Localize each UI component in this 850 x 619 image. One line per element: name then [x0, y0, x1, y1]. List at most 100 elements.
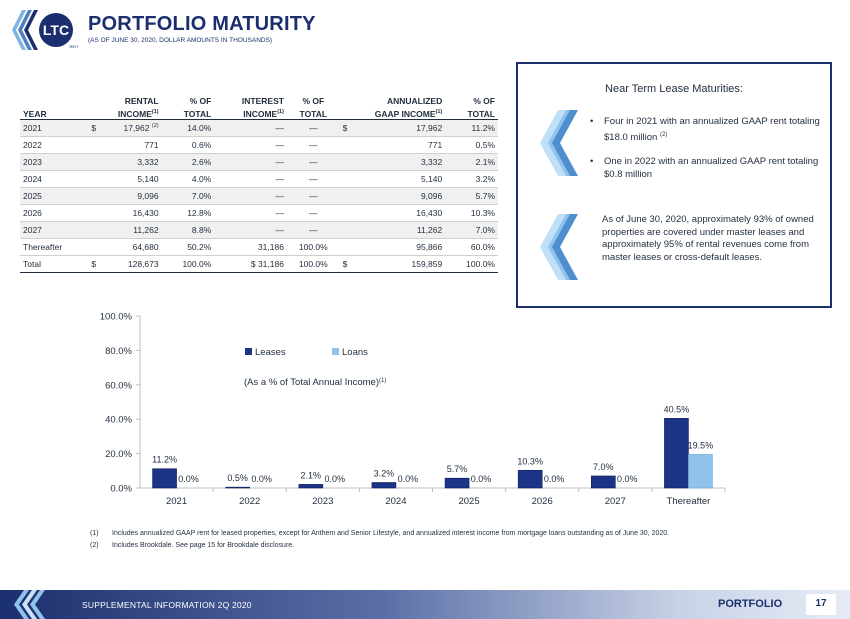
data-label: 0.0%	[544, 474, 565, 484]
col-interest-pct-top: % OF	[302, 96, 325, 106]
cell-dollar	[339, 170, 351, 188]
cell-rental-pct: 0.6%	[161, 136, 215, 154]
cell-interest-pct: —	[286, 221, 340, 239]
ltc-logo: LTC REIT	[12, 10, 79, 50]
cell-gaap: 95,866	[350, 238, 446, 256]
legend-label: Loans	[342, 347, 368, 358]
data-label: 0.0%	[178, 474, 199, 484]
cell-interest-pct: 100.0%	[286, 238, 340, 256]
cell-interest-pct: 100.0%	[286, 255, 340, 273]
footnote-1: (1) Includes annualized GAAP rent for lea…	[90, 530, 670, 537]
cell-dollar	[88, 204, 100, 222]
y-tick-label: 0.0%	[110, 484, 132, 495]
bar-leases	[664, 418, 689, 489]
logo-text: LTC	[43, 22, 69, 38]
cell-gaap: 11,262	[350, 221, 446, 239]
data-label: 40.5%	[664, 404, 690, 414]
x-tick-label: 2026	[532, 496, 553, 507]
page-number-box: 17	[806, 594, 836, 615]
y-tick-label: 20.0%	[105, 449, 132, 460]
table-row: 2024 5,140 4.0% — —5,140 3.2%	[20, 170, 498, 188]
col-interest-income: INCOME(1)	[214, 106, 287, 120]
cell-interest: —	[214, 153, 287, 171]
cell-gaap-pct: 7.0%	[445, 221, 498, 239]
cell-interest: —	[214, 136, 287, 154]
table-row: 2022 771 0.6% — —771 0.5%	[20, 136, 498, 154]
cell-rental: 5,140	[99, 170, 162, 188]
cell-rental-pct: 12.8%	[161, 204, 215, 222]
maturity-bullets: Four in 2021 with an annualized GAAP ren…	[590, 116, 825, 193]
cell-gaap: 159,859	[350, 255, 446, 273]
data-label: 11.2%	[152, 455, 177, 465]
cell-gaap-pct: 2.1%	[445, 153, 498, 171]
y-tick-label: 60.0%	[105, 380, 132, 391]
table-row: 2021 $17,962 (2) 14.0% — — $17,962 11.2%	[20, 119, 498, 137]
col-gaap-pct-top: % OF	[473, 96, 495, 106]
data-label: 0.0%	[617, 474, 638, 484]
col-rental-pct: TOTAL	[161, 106, 215, 120]
cell-rental: 771	[99, 136, 162, 154]
cell-year: 2026	[20, 204, 89, 222]
y-tick-label: 100.0%	[100, 312, 133, 323]
cell-rental-pct: 8.8%	[161, 221, 215, 239]
cell-interest: —	[214, 119, 287, 137]
cell-year: Thereafter	[20, 238, 89, 256]
cell-dollar	[339, 187, 351, 205]
cell-interest: —	[214, 187, 287, 205]
col-interest-income-top: INTEREST	[241, 96, 284, 106]
data-label: 19.5%	[688, 440, 714, 450]
cell-gaap-pct: 0.5%	[445, 136, 498, 154]
x-tick-label: Thereafter	[667, 496, 711, 507]
bar-loans	[688, 454, 713, 489]
data-label: 10.3%	[517, 456, 543, 466]
bar-leases	[225, 486, 250, 489]
footer-bar: SUPPLEMENTAL INFORMATION 2Q 2020 PORTFOL…	[0, 590, 850, 619]
cell-gaap-pct: 10.3%	[445, 204, 498, 222]
cell-dollar	[88, 170, 100, 188]
table-row: 2025 9,096 7.0% — —9,096 5.7%	[20, 187, 498, 205]
cell-rental-pct: 100.0%	[161, 255, 215, 273]
page-title: PORTFOLIO MATURITY	[88, 13, 316, 35]
cell-interest: —	[214, 204, 287, 222]
cell-year: 2025	[20, 187, 89, 205]
cell-dollar	[339, 204, 351, 222]
cell-dollar	[339, 136, 351, 154]
cell-rental-pct: 2.6%	[161, 153, 215, 171]
cell-gaap-pct: 60.0%	[445, 238, 498, 256]
bullet-item: Four in 2021 with an annualized GAAP ren…	[590, 116, 825, 144]
bar-leases	[371, 482, 397, 489]
cell-interest-pct: —	[286, 136, 340, 154]
cell-rental: 17,962 (2)	[99, 119, 162, 137]
maturity-chart: 0.0%20.0%40.0%60.0%80.0%100.0%202111.2%0…	[100, 312, 726, 507]
table-row: 2026 16,430 12.8% — —16,430 10.3%	[20, 204, 498, 222]
cell-dollar	[88, 221, 100, 239]
x-tick-label: 2022	[239, 496, 260, 507]
cell-dollar	[339, 221, 351, 239]
legend-label: Leases	[255, 347, 286, 358]
legend-swatch	[245, 348, 252, 355]
cell-year: 2023	[20, 153, 89, 171]
cell-rental: 128,673	[99, 255, 162, 273]
y-tick-label: 80.0%	[105, 346, 132, 357]
cell-dollar: $	[339, 255, 351, 273]
cell-year: 2027	[20, 221, 89, 239]
cell-gaap-pct: 5.7%	[445, 187, 498, 205]
table-header-bottom: YEAR INCOME(1) TOTAL INCOME(1) TOTAL GAA…	[20, 106, 498, 120]
cell-interest: $ 31,186	[214, 255, 287, 273]
x-tick-label: 2021	[166, 496, 187, 507]
cell-dollar	[339, 153, 351, 171]
page-subtitle: (AS OF JUNE 30, 2020, DOLLAR AMOUNTS IN …	[88, 37, 273, 44]
cell-gaap-pct: 11.2%	[445, 119, 498, 137]
data-label: 0.0%	[398, 474, 419, 484]
cell-gaap: 16,430	[350, 204, 446, 222]
cell-rental-pct: 7.0%	[161, 187, 215, 205]
cell-rental: 11,262	[99, 221, 162, 239]
table-row: 2023 3,332 2.6% — —3,332 2.1%	[20, 153, 498, 171]
cell-interest-pct: —	[286, 119, 340, 137]
cell-dollar	[339, 238, 351, 256]
data-label: 5.7%	[447, 464, 468, 474]
cell-gaap: 17,962	[350, 119, 446, 137]
panel-title: Near Term Lease Maturities:	[605, 83, 743, 95]
page-number: 17	[815, 598, 827, 609]
cell-gaap-pct: 3.2%	[445, 170, 498, 188]
